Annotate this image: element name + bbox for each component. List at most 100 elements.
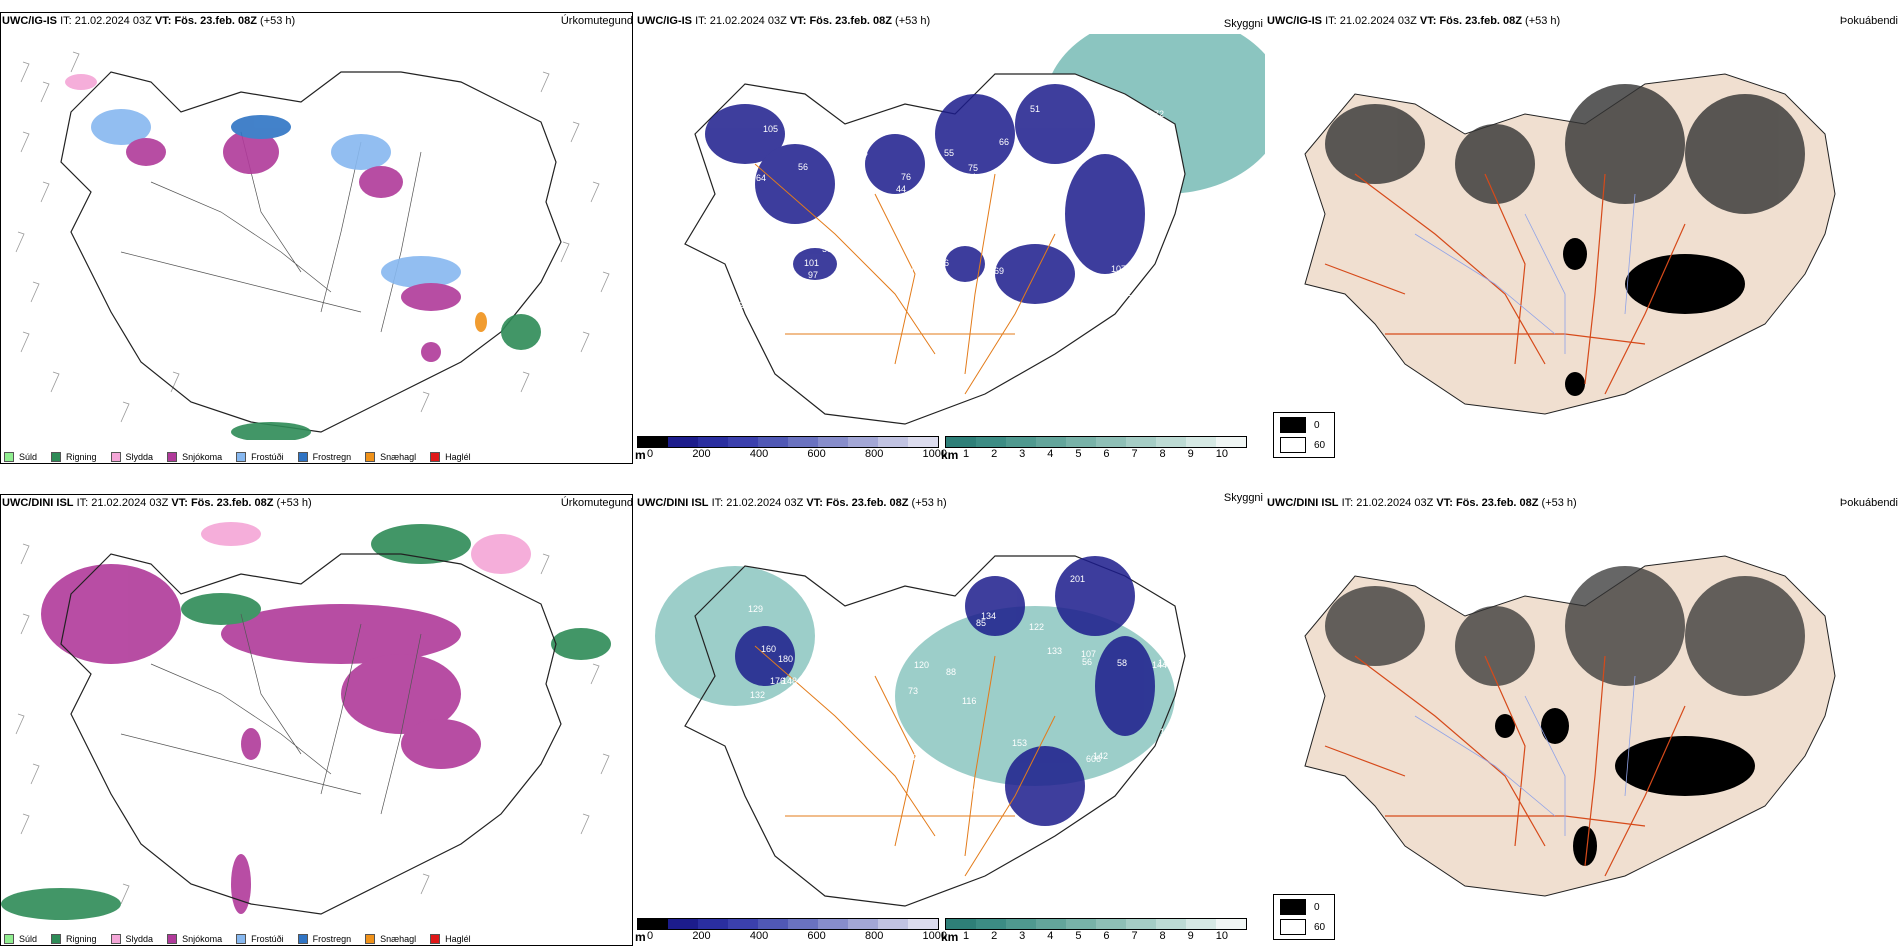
fog-legend: 0 60 — [1273, 412, 1335, 458]
cloud-height-label: 129 — [748, 604, 763, 614]
cloud-ticks: 1 2 3 4 5 6 7 8 9 10 — [963, 448, 1228, 460]
legend-item: Snæhagl — [365, 934, 416, 944]
valid-time: Fös. 23.feb. 08Z — [174, 15, 257, 27]
cloud-height-label: 176 — [770, 676, 785, 686]
fog-legend-item: 60 — [1280, 437, 1328, 453]
legend-item: Súld — [4, 934, 37, 944]
cloud-height-label: 203 — [739, 300, 754, 310]
cloud-height-label: 78 — [1097, 133, 1107, 143]
precip-legend: Súld Rigning Slydda Snjókoma Frostúði Fr… — [4, 452, 471, 462]
panel-title: UWC/IG-IS IT: 21.02.2024 03Z VT: Fös. 23… — [637, 15, 931, 27]
cloud-height-label: 126 — [890, 653, 905, 663]
legend-item: Frostregn — [297, 452, 351, 462]
legend-item: Snæhagl — [365, 452, 416, 462]
cloud-height-label: 80 — [1014, 228, 1024, 238]
model-label: UWC/IG-IS — [1267, 15, 1322, 27]
cloud-height-label: 56 — [798, 162, 808, 172]
elevation-unit: m — [635, 930, 646, 944]
cloud-height-label: 188 — [742, 293, 757, 303]
legend-item: Frostregn — [297, 934, 351, 944]
cloud-height-label: 69 — [961, 178, 971, 188]
cloud-height-label: 83 — [899, 126, 909, 136]
panel-title: UWC/DINI ISL IT: 21.02.2024 03Z VT: Fös.… — [637, 497, 947, 509]
cloud-height-label: 134 — [981, 611, 996, 621]
cloud-height-label: 85 — [976, 618, 986, 628]
elevation-colorbar — [637, 436, 939, 448]
issue-prefix: IT: — [60, 15, 72, 27]
legend-item: Frostúði — [236, 452, 284, 462]
cloud-height-label: 88 — [946, 667, 956, 677]
cloud-height-label: 107 — [1081, 649, 1096, 659]
cloud-height-label: 125 — [1160, 727, 1175, 737]
cloud-unit: km — [941, 930, 959, 944]
valid-prefix: VT: — [154, 15, 172, 27]
cloud-height-label: 55 — [944, 148, 954, 158]
precip-type-panel-top: UWC/IG-IS IT: 21.02.2024 03Z VT: Fös. 23… — [0, 12, 635, 466]
model-label: UWC/IG-IS — [2, 15, 57, 27]
legend-item: Slydda — [110, 934, 153, 944]
cloud-height-label: 201 — [1070, 574, 1085, 584]
cloud-height-label: 91 — [789, 731, 799, 741]
cloud-label: Skyggni — [1223, 492, 1263, 504]
cloud-height-label: 132 — [750, 690, 765, 700]
issue-time: 21.02.2024 03Z — [74, 15, 152, 27]
fog-panel-bottom: UWC/DINI ISL IT: 21.02.2024 03Z VT: Fös.… — [1265, 494, 1900, 948]
cloud-height-label: 180 — [778, 654, 793, 664]
cloud-label: Skyggni — [1223, 18, 1263, 30]
panel-title: UWC/DINI ISL IT: 21.02.2024 03Z VT: Fös.… — [2, 497, 312, 509]
cloud-height-label: 59 — [756, 733, 766, 743]
cloud-height-label: 64 — [756, 173, 766, 183]
cloud-height-label: 85 — [858, 686, 868, 696]
legend-swatch — [51, 452, 62, 462]
cloud-height-label: 67 — [1081, 288, 1091, 298]
precip-type-map — [1, 514, 632, 922]
precip-type-label: Úrkomutegund — [560, 15, 633, 27]
cloud-height-label: 148 — [782, 676, 797, 686]
cloud-height-label: 10 — [1032, 216, 1042, 226]
cloud-height-label: 144 — [1152, 660, 1167, 670]
legend-item: Haglél — [430, 452, 471, 462]
cloud-height-label: 44 — [1146, 154, 1156, 164]
cloud-height-label: 94 — [904, 267, 914, 277]
cloud-height-label: 87 — [858, 152, 868, 162]
cloud-height-label: 160 — [761, 644, 776, 654]
legend-item: Rigning — [51, 452, 97, 462]
panel-title: UWC/IG-IS IT: 21.02.2024 03Z VT: Fös. 23… — [2, 15, 295, 27]
cloud-height-label: 140 — [778, 292, 793, 302]
cloud-colorbar — [945, 436, 1247, 448]
cloud-height-label: 59 — [822, 244, 832, 254]
legend-item: Slydda — [110, 452, 153, 462]
cloud-height-label: 107 — [1111, 264, 1126, 274]
cloud-height-label: 105 — [763, 124, 778, 134]
cloud-height-label: 84 — [896, 259, 906, 269]
legend-item: Súld — [4, 452, 37, 462]
elevation-ticks: 0 200 400 600 800 1000 — [647, 448, 947, 460]
model-label: UWC/DINI ISL — [1267, 497, 1339, 509]
cloud-visibility-panel-bottom: UWC/DINI ISL IT: 21.02.2024 03Z VT: Fös.… — [635, 492, 1265, 948]
cloud-height-label: 606 — [1086, 754, 1101, 764]
legend-item: Haglél — [430, 934, 471, 944]
cloud-height-label: 66 — [999, 137, 1009, 147]
lead-time: (+53 h) — [260, 15, 296, 27]
legend-swatch — [430, 452, 441, 462]
legend-item: Snjókoma — [167, 934, 222, 944]
cloud-height-label: 69 — [994, 266, 1004, 276]
fog-panel-top: UWC/IG-IS IT: 21.02.2024 03Z VT: Fös. 23… — [1265, 12, 1900, 466]
model-label: UWC/DINI ISL — [637, 497, 709, 509]
precip-type-label: Úrkomutegund — [560, 497, 633, 509]
cloud-height-label: 46 — [777, 303, 787, 313]
cloud-height-label: 134 — [961, 172, 976, 182]
cloud-height-label: 120 — [914, 660, 929, 670]
fog-legend-item: 0 — [1280, 417, 1328, 433]
cloud-height-label: 74 — [1005, 237, 1015, 247]
model-label: UWC/IG-IS — [637, 15, 692, 27]
cloud-height-label: 116 — [962, 696, 976, 706]
cloud-ticks: 1 2 3 4 5 6 7 8 9 10 — [963, 930, 1228, 942]
cloud-unit: km — [941, 448, 959, 462]
cloud-height-label: 97 — [1037, 598, 1047, 608]
elevation-colorbar — [637, 918, 939, 930]
cloud-height-label: 46 — [910, 127, 920, 137]
cloud-height-label: 172 — [892, 765, 907, 775]
cloud-map: 61 97 144 73 116 148 129 122 132 85 88 75 97 85 70 157 2… — [635, 516, 1265, 916]
cloud-height-label: 97 — [857, 580, 867, 590]
